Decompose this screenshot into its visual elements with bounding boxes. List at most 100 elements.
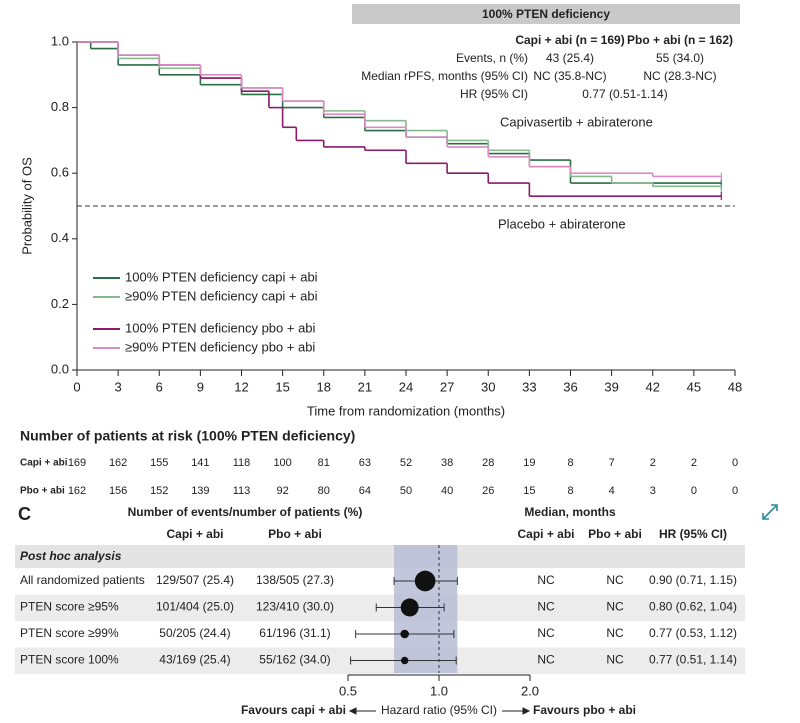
risk-value: 141 <box>191 457 209 469</box>
risk-title: Number of patients at risk (100% PTEN de… <box>20 428 355 444</box>
risk-value: 152 <box>150 485 168 497</box>
x-tick-label: 39 <box>604 379 618 394</box>
hr-marker <box>414 570 436 592</box>
hr-label: 0.80 (0.62, 1.04) <box>649 600 737 614</box>
stats-value: NC (28.3-NC) <box>643 69 716 83</box>
risk-value: 156 <box>109 485 127 497</box>
legend-label: ≥90% PTEN deficiency capi + abi <box>125 288 318 303</box>
risk-value: 8 <box>567 485 573 497</box>
x-tick-label: 15 <box>275 379 289 394</box>
events: 50/205 (24.4) <box>159 626 230 640</box>
y-tick-label: 1.0 <box>51 33 69 48</box>
x-tick-label: 36 <box>563 379 577 394</box>
risk-value: 100 <box>273 457 291 469</box>
risk-value: 81 <box>318 457 330 469</box>
risk-value: 0 <box>691 485 697 497</box>
x-axis-label: Time from randomization (months) <box>307 403 505 418</box>
x-tick-label: 27 <box>440 379 454 394</box>
x-tick-label: 0 <box>73 379 80 394</box>
risk-value: 28 <box>482 457 494 469</box>
stats-label: Events, n (%) <box>456 51 528 65</box>
y-tick-label: 0.2 <box>51 296 69 311</box>
row-label: PTEN score ≥99% <box>20 626 119 640</box>
x-tick-label: 1.0 <box>430 683 448 698</box>
y-axis-label: Probability of OS <box>19 157 34 255</box>
events: 101/404 (25.0) <box>156 600 234 614</box>
stats-header: Pbo + abi (n = 162) <box>627 33 733 47</box>
risk-value: 0 <box>732 485 738 497</box>
stats-value: 0.77 (0.51-1.14) <box>582 87 667 101</box>
column-group: Number of events/number of patients (%) <box>128 505 363 519</box>
x-tick-label: 30 <box>481 379 495 394</box>
median: NC <box>606 626 624 640</box>
median: NC <box>606 600 624 614</box>
risk-value: 63 <box>359 457 371 469</box>
risk-value: 80 <box>318 485 330 497</box>
hr-arrows <box>348 707 531 715</box>
x-tick-label: 48 <box>728 379 742 394</box>
section-bg <box>15 545 745 568</box>
x-axis-label: Hazard ratio (95% CI) <box>381 703 497 717</box>
x-tick-label: 24 <box>399 379 413 394</box>
y-tick-label: 0.8 <box>51 99 69 114</box>
panel-label: C <box>18 504 31 524</box>
risk-value: 113 <box>233 485 251 497</box>
risk-label: Capi + abi <box>20 458 68 469</box>
favours-left: Favours capi + abi <box>241 703 346 717</box>
expand-icon-path[interactable] <box>762 504 778 520</box>
x-tick-label: 9 <box>197 379 204 394</box>
risk-value: 8 <box>567 457 573 469</box>
y-tick-label: 0.6 <box>51 165 69 180</box>
risk-value: 2 <box>650 457 656 469</box>
median: NC <box>606 573 624 587</box>
hr-marker <box>400 656 409 665</box>
column-header: HR (95% CI) <box>659 527 727 541</box>
median: NC <box>537 626 555 640</box>
hr-marker <box>400 629 409 639</box>
arrow-right-head <box>522 707 531 715</box>
risk-value: 26 <box>482 485 494 497</box>
column-header: Pbo + abi <box>588 527 642 541</box>
risk-value: 3 <box>650 485 656 497</box>
stats-label: Median rPFS, months (95% CI) <box>361 69 528 83</box>
risk-value: 155 <box>150 457 168 469</box>
expand-icon[interactable] <box>762 504 778 520</box>
risk-value: 169 <box>68 457 86 469</box>
stats-value: 55 (34.0) <box>656 51 704 65</box>
events: 123/410 (30.0) <box>256 600 334 614</box>
legend-label: ≥90% PTEN deficiency pbo + abi <box>125 339 315 354</box>
risk-value: 162 <box>109 457 127 469</box>
x-tick-label: 6 <box>156 379 163 394</box>
events: 55/162 (34.0) <box>259 653 330 667</box>
risk-value: 50 <box>400 485 412 497</box>
risk-value: 0 <box>732 457 738 469</box>
banner-bg <box>352 4 740 24</box>
stats-header: Capi + abi (n = 169) <box>515 33 624 47</box>
stats-value: NC (35.8-NC) <box>533 69 606 83</box>
risk-value: 52 <box>400 457 412 469</box>
events: 61/196 (31.1) <box>259 626 330 640</box>
y-tick-label: 0.4 <box>51 230 69 245</box>
hr-label: 0.77 (0.51, 1.14) <box>649 653 737 667</box>
x-tick-label: 33 <box>522 379 536 394</box>
favours-right: Favours pbo + abi <box>533 703 636 717</box>
x-tick-label: 2.0 <box>521 683 539 698</box>
row-label: PTEN score ≥95% <box>20 600 119 614</box>
risk-value: 118 <box>233 457 251 469</box>
row-label: PTEN score 100% <box>20 653 119 667</box>
hr-label: 0.77 (0.53, 1.12) <box>649 626 737 640</box>
column-group: Median, months <box>524 505 616 519</box>
risk-value: 162 <box>68 485 86 497</box>
risk-value: 7 <box>609 457 615 469</box>
hr-label: 0.90 (0.71, 1.15) <box>649 573 737 587</box>
column-header: Capi + abi <box>517 527 574 541</box>
risk-value: 2 <box>691 457 697 469</box>
x-tick-label: 21 <box>358 379 372 394</box>
hr-marker <box>400 598 419 617</box>
median: NC <box>537 653 555 667</box>
x-tick-label: 45 <box>687 379 701 394</box>
x-tick-label: 3 <box>115 379 122 394</box>
annotation: Capivasertib + abiraterone <box>500 114 653 129</box>
stats-value: 43 (25.4) <box>546 51 594 65</box>
